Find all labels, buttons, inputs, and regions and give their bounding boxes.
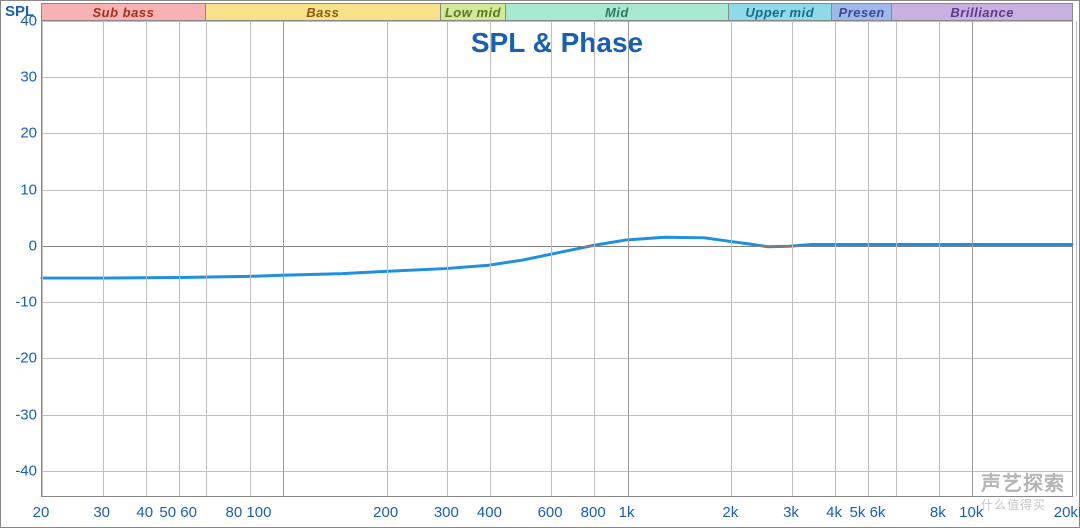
spl-curve	[42, 21, 1072, 496]
gridline-v	[939, 21, 940, 496]
series-spl	[42, 237, 1072, 278]
gridline-v	[896, 21, 897, 496]
y-tick-label: -20	[1, 350, 37, 367]
frequency-band-legend: Sub bassBassLow midMidUpper midPresenBri…	[41, 3, 1073, 21]
y-tick-label: -40	[1, 462, 37, 479]
gridline-v	[179, 21, 180, 496]
gridline-v	[792, 21, 793, 496]
x-tick-label: 800	[581, 504, 606, 521]
band-sub-bass: Sub bass	[42, 4, 206, 20]
x-tick-label: 2k	[722, 504, 738, 521]
gridline-v	[972, 21, 973, 496]
x-tick-label: 8k	[930, 504, 946, 521]
x-tick-label: 80 100	[226, 504, 272, 521]
gridline-h	[42, 358, 1072, 359]
gridline-v	[1076, 21, 1077, 496]
y-tick-label: 0	[1, 237, 37, 254]
x-tick-label: 30	[93, 504, 110, 521]
gridline-v	[283, 21, 284, 496]
gridline-h	[42, 77, 1072, 78]
plot-area: SPL & Phase	[41, 21, 1073, 497]
gridline-v	[250, 21, 251, 496]
gridline-v	[103, 21, 104, 496]
gridline-h	[42, 471, 1072, 472]
gridline-h	[42, 190, 1072, 191]
x-tick-label: 10k	[959, 504, 983, 521]
band-low-mid: Low mid	[441, 4, 507, 20]
gridline-v	[206, 21, 207, 496]
y-tick-label: 20	[1, 125, 37, 142]
gridline-v	[146, 21, 147, 496]
x-tick-label: 200	[373, 504, 398, 521]
gridline-v	[551, 21, 552, 496]
gridline-h	[42, 21, 1072, 22]
x-tick-label: 50 60	[159, 504, 197, 521]
band-upper-mid: Upper mid	[729, 4, 832, 20]
x-tick-label: 20	[33, 504, 50, 521]
watermark-sub: 什么值得买	[981, 496, 1065, 513]
y-tick-label: 30	[1, 69, 37, 86]
x-tick-label: 400	[477, 504, 502, 521]
x-tick-label: 600	[538, 504, 563, 521]
gridline-v	[731, 21, 732, 496]
y-tick-label: -10	[1, 294, 37, 311]
band-mid: Mid	[506, 4, 728, 20]
x-tick-label: 5k 6k	[850, 504, 886, 521]
gridline-v	[628, 21, 629, 496]
x-tick-label: 20kHz	[1054, 504, 1080, 521]
y-tick-label: 10	[1, 181, 37, 198]
x-tick-label: 40	[136, 504, 153, 521]
band-bass: Bass	[206, 4, 441, 20]
gridline-v	[42, 21, 43, 496]
gridline-v	[447, 21, 448, 496]
x-tick-label: 3k	[783, 504, 799, 521]
gridline-h	[42, 302, 1072, 303]
y-tick-label: 40	[1, 13, 37, 30]
gridline-h	[42, 246, 1072, 247]
x-tick-label: 4k	[826, 504, 842, 521]
gridline-v	[387, 21, 388, 496]
gridline-h	[42, 415, 1072, 416]
band-brilliance: Brilliance	[892, 4, 1072, 20]
x-tick-label: 1k	[619, 504, 635, 521]
gridline-v	[835, 21, 836, 496]
x-tick-label: 300	[434, 504, 459, 521]
gridline-v	[490, 21, 491, 496]
gridline-v	[868, 21, 869, 496]
gridline-h	[42, 133, 1072, 134]
y-tick-label: -30	[1, 406, 37, 423]
band-presen: Presen	[832, 4, 892, 20]
chart-frame: SPL Sub bassBassLow midMidUpper midPrese…	[0, 0, 1080, 528]
gridline-v	[594, 21, 595, 496]
